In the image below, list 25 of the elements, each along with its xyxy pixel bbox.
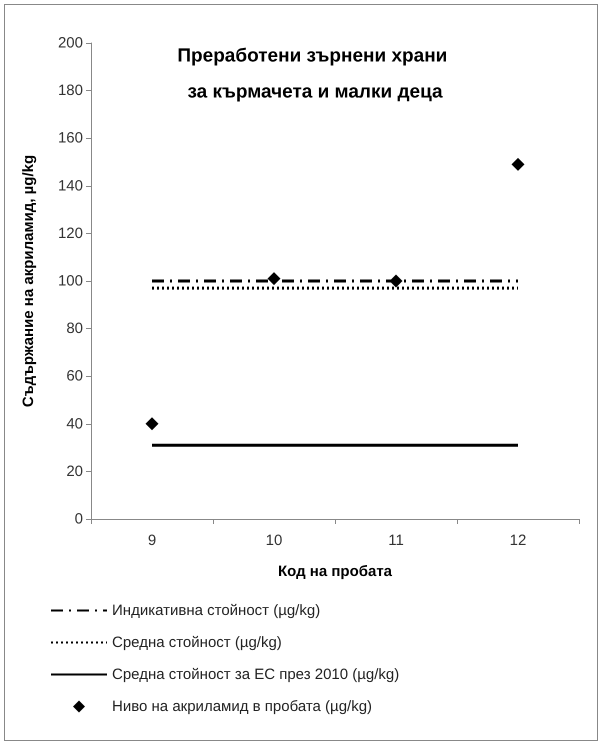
legend-label: Средна стойност за ЕС през 2010 (µg/kg): [112, 666, 400, 683]
y-tick-label: 160: [58, 130, 83, 147]
legend-label: Ниво на акриламид в пробата (µg/kg): [112, 698, 372, 715]
legend-label: Средна стойност (µg/kg): [112, 634, 282, 651]
y-tick-label: 180: [58, 82, 83, 100]
y-tick-label: 100: [58, 272, 83, 290]
y-tick-label: 0: [74, 510, 83, 528]
point: [512, 158, 524, 171]
x-tick-label: 12: [510, 532, 526, 549]
y-tick-label: 140: [58, 177, 83, 194]
y-tick-label: 80: [66, 320, 83, 338]
x-tick-label: 11: [388, 532, 404, 549]
legend-label: Индикативна стойност (µg/kg): [112, 602, 320, 619]
x-axis-title: Код на пробата: [278, 563, 393, 580]
x-tick-label: 10: [266, 532, 282, 549]
y-tick-label: 60: [66, 368, 83, 385]
text: Преработени зърнени храни за кърмачета и малки деца: [177, 46, 453, 102]
point: [146, 417, 158, 430]
y-tick-label: 40: [66, 415, 83, 432]
point: [268, 272, 280, 286]
y-tick-label: 200: [58, 34, 83, 52]
y-axis-title: Съдържание на акриламид, µg/kg: [20, 154, 37, 408]
y-tick-label: 20: [66, 462, 83, 480]
y-tick-label: 120: [58, 224, 83, 242]
x-tick-label: 9: [148, 532, 156, 549]
